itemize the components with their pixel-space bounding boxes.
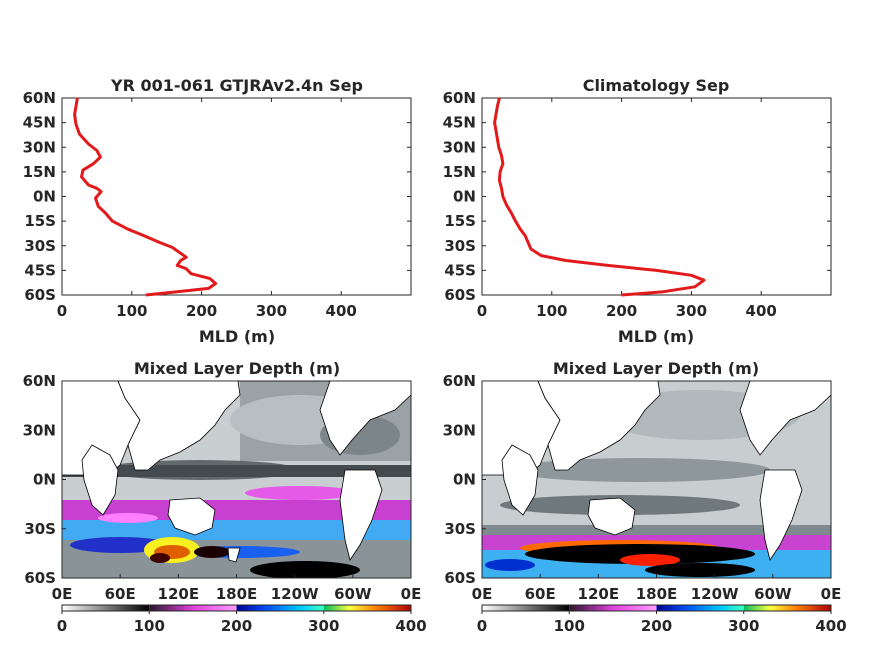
y-tick-label: 30S <box>24 237 56 255</box>
x-tick-label: 0 <box>477 302 487 320</box>
profile-panel-model: YR 001-061 GTJRAv2.4n Sep 60N 45N 30N 15N 0N… <box>23 76 412 346</box>
map-y-tick-label: 60N <box>23 372 56 390</box>
map-title-climatology: Mixed Layer Depth (m) <box>553 359 759 378</box>
y-tick-label: 60S <box>444 286 476 304</box>
colorbar-tick-label: 400 <box>815 617 846 635</box>
colorbar-segment <box>323 605 411 611</box>
y-tick-label: 15N <box>443 163 476 181</box>
y-ticks-model: 60N 45N 30N 15N 0N 15S 30S 45S 60S <box>23 89 411 304</box>
x-tick-label: 100 <box>536 302 567 320</box>
profile-title-model: YR 001-061 GTJRAv2.4n Sep <box>110 76 363 95</box>
colorbar-tick-label: 0 <box>57 617 67 635</box>
x-tick-label: 400 <box>746 302 777 320</box>
profile-title-climatology: Climatology Sep <box>583 76 730 95</box>
colorbar-tick-label: 200 <box>221 617 252 635</box>
y-tick-label: 30N <box>443 138 476 156</box>
map-x-tick-label: 0E <box>472 585 493 603</box>
colorbar-segment <box>569 605 657 611</box>
map-x-tick-label: 120E <box>578 585 620 603</box>
colorbar-segment <box>236 605 324 611</box>
colorbar-segment <box>149 605 237 611</box>
y-ticks-climatology: 60N 45N 30N 15N 0N 15S 30S 45S 60S <box>443 89 831 304</box>
x-ticks-climatology: 0 100 200 300 400 <box>477 98 777 320</box>
map-x-tick-label: 120W <box>691 585 739 603</box>
x-axis-label-climatology: MLD (m) <box>618 327 694 346</box>
map-y-ticks-model: 60N 30N 0N 30S 60S <box>23 372 66 587</box>
y-tick-label: 60N <box>23 89 56 107</box>
map-y-tick-label: 30N <box>23 421 56 439</box>
x-axis-label-model: MLD (m) <box>199 327 275 346</box>
map-y-tick-label: 60S <box>444 569 476 587</box>
y-tick-label: 45S <box>24 261 56 279</box>
mld-profile-line-climatology <box>493 97 706 297</box>
colorbar-segment <box>482 605 570 611</box>
y-tick-label: 30N <box>23 138 56 156</box>
map-y-tick-label: 60S <box>24 569 56 587</box>
plot-area-climatology <box>481 97 832 296</box>
map-x-tick-label: 0E <box>401 585 422 603</box>
x-tick-label: 200 <box>186 302 217 320</box>
y-tick-label: 0N <box>33 188 56 206</box>
map-x-tick-label: 60E <box>105 585 136 603</box>
plot-area-model <box>61 97 412 296</box>
map-y-tick-label: 0N <box>453 471 476 489</box>
map-y-tick-label: 30N <box>443 421 476 439</box>
continents-model <box>62 381 411 563</box>
x-tick-label: 200 <box>606 302 637 320</box>
y-tick-label: 30S <box>444 237 476 255</box>
colorbar-tick-label: 200 <box>641 617 672 635</box>
y-tick-label: 60S <box>24 286 56 304</box>
y-tick-label: 15S <box>24 212 56 230</box>
map-x-tick-label: 120W <box>271 585 319 603</box>
y-tick-label: 45N <box>443 114 476 132</box>
colorbar-tick-label: 300 <box>728 617 759 635</box>
mld-profile-line-model <box>73 97 218 297</box>
y-tick-label: 15S <box>444 212 476 230</box>
colorbar-tick-label: 300 <box>308 617 339 635</box>
profile-panel-climatology: Climatology Sep 60N45N30N15N0N15S30S45S6… <box>443 76 832 346</box>
continents-climatology <box>482 381 831 561</box>
x-tick-label: 100 <box>116 302 147 320</box>
map-x-tick-label: 60W <box>754 585 792 603</box>
y-tick-label: 45S <box>444 261 476 279</box>
map-x-tick-label: 180E <box>216 585 258 603</box>
x-tick-label: 300 <box>676 302 707 320</box>
map-x-tick-label: 0E <box>52 585 73 603</box>
colorbar-tick-label: 100 <box>554 617 585 635</box>
map-x-ticks-climatology: 0E 60E 120E 180E 120W 60W 0E <box>472 574 842 603</box>
map-y-tick-label: 0N <box>33 471 56 489</box>
map-y-tick-label: 30S <box>24 520 56 538</box>
y-tick-label: 0N <box>453 188 476 206</box>
x-tick-label: 300 <box>256 302 287 320</box>
map-title-model: Mixed Layer Depth (m) <box>134 359 340 378</box>
map-x-tick-label: 120E <box>158 585 200 603</box>
x-tick-label: 0 <box>57 302 67 320</box>
x-tick-label: 400 <box>326 302 357 320</box>
colorbar-segment <box>62 605 150 611</box>
map-x-tick-label: 0E <box>821 585 842 603</box>
map-y-ticks-climatology: 60N 30N 0N 30S 60S <box>443 372 486 587</box>
x-ticks-model: 0 100 200 300 400 <box>57 98 357 320</box>
map-y-tick-label: 60N <box>443 372 476 390</box>
map-y-tick-label: 30S <box>444 520 476 538</box>
colorbar-segment <box>656 605 744 611</box>
y-tick-label: 45N <box>23 114 56 132</box>
map-x-ticks-model: 0E 60E 120E 180E 120W 60W 0E <box>52 574 422 603</box>
map-x-tick-label: 60E <box>525 585 556 603</box>
colorbar-tick-label: 0 <box>477 617 487 635</box>
colorbar-tick-label: 400 <box>395 617 426 635</box>
map-x-tick-label: 60W <box>334 585 372 603</box>
colorbar-segment <box>743 605 831 611</box>
colorbar-climatology: 0 100 200 300 400 <box>477 604 847 635</box>
map-x-tick-label: 180E <box>636 585 678 603</box>
y-tick-label: 15N <box>23 163 56 181</box>
colorbar-tick-label: 100 <box>134 617 165 635</box>
colorbar-model: 0 100 200 300 400 <box>57 604 427 635</box>
y-tick-label: 60N <box>443 89 476 107</box>
